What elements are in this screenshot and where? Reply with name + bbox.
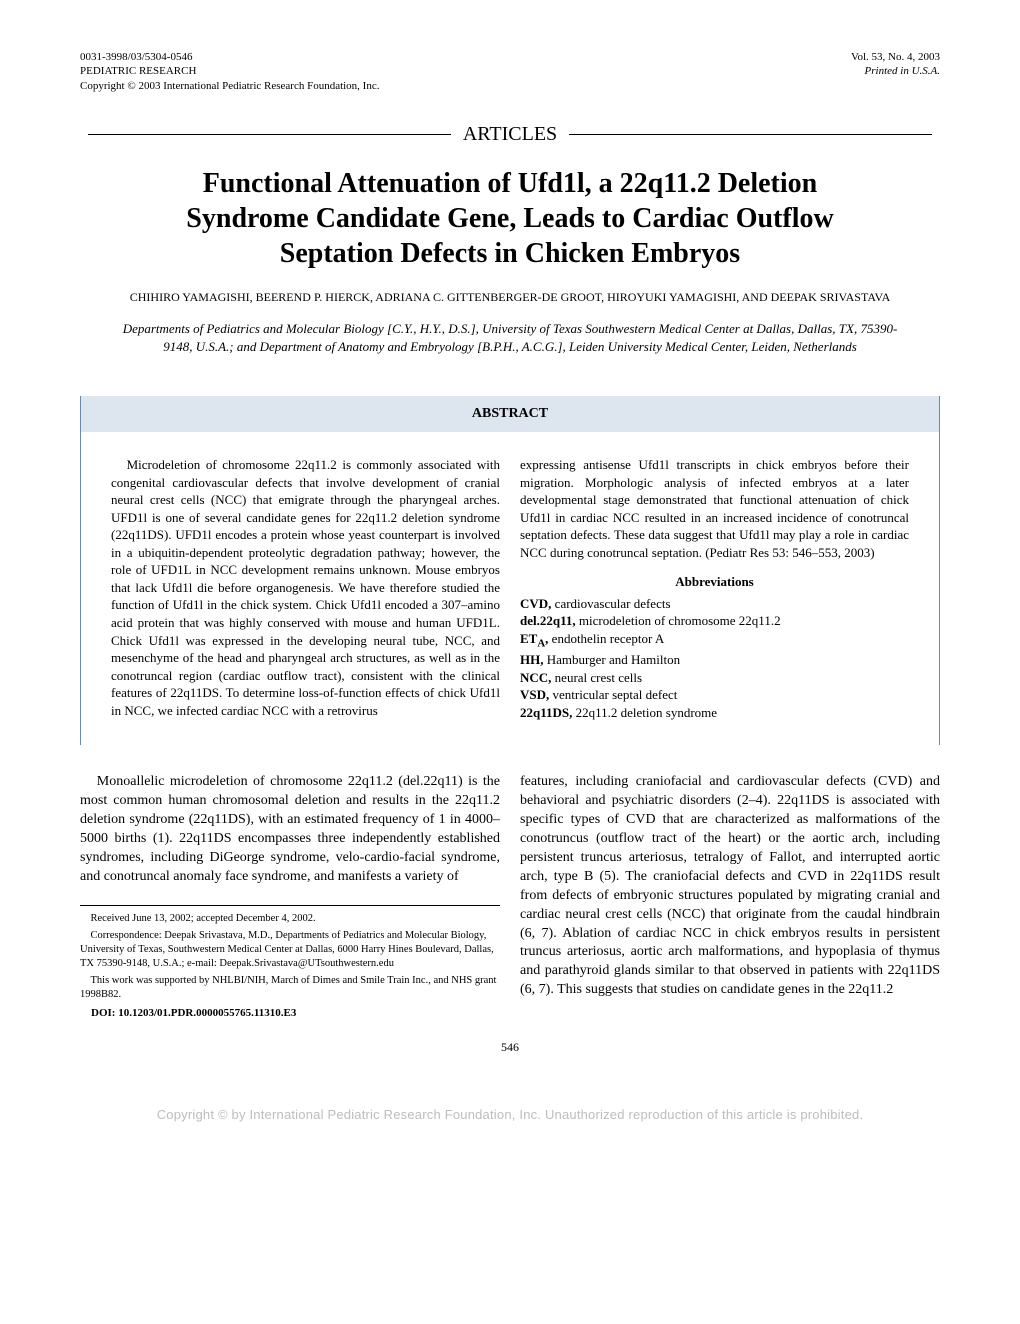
affiliations: Departments of Pediatrics and Molecular … [120, 320, 900, 356]
abbrev-item: HH, Hamburger and Hamilton [520, 651, 909, 669]
volume-issue: Vol. 53, No. 4, 2003 [851, 50, 940, 64]
abstract-left-col: Microdeletion of chromosome 22q11.2 is c… [111, 456, 500, 721]
body-columns: Monoallelic microdeletion of chromosome … [80, 773, 940, 1023]
issn-line: 0031-3998/03/5304-0546 [80, 50, 379, 64]
abbrev-item: ETA, endothelin receptor A [520, 630, 909, 651]
abstract-left-text: Microdeletion of chromosome 22q11.2 is c… [111, 456, 500, 719]
footnote-correspondence: Correspondence: Deepak Srivastava, M.D.,… [80, 929, 500, 970]
article-title: Functional Attenuation of Ufd1l, a 22q11… [140, 166, 880, 271]
abstract-box: ABSTRACT Microdeletion of chromosome 22q… [80, 396, 940, 745]
abbreviations-heading: Abbreviations [520, 573, 909, 591]
abbrev-item: NCC, neural crest cells [520, 669, 909, 687]
section-label: ARTICLES [459, 123, 561, 146]
copyright-line: Copyright © 2003 International Pediatric… [80, 79, 379, 93]
journal-name: PEDIATRIC RESEARCH [80, 64, 379, 78]
footnote-received: Received June 13, 2002; accepted Decembe… [80, 912, 500, 926]
abstract-right-text: expressing antisense Ufd1l transcripts i… [520, 456, 909, 561]
header-right: Vol. 53, No. 4, 2003 Printed in U.S.A. [851, 50, 940, 93]
header-left: 0031-3998/03/5304-0546 PEDIATRIC RESEARC… [80, 50, 379, 93]
body-left-col: Monoallelic microdeletion of chromosome … [80, 773, 500, 1023]
authors: CHIHIRO YAMAGISHI, BEEREND P. HIERCK, AD… [80, 289, 940, 306]
body-left-para: Monoallelic microdeletion of chromosome … [80, 773, 500, 886]
abbreviations-list: CVD, cardiovascular defects del.22q11, m… [520, 595, 909, 721]
body-right-col: features, including craniofacial and car… [520, 773, 940, 1023]
page: 0031-3998/03/5304-0546 PEDIATRIC RESEARC… [0, 0, 1020, 1085]
body-right-para: features, including craniofacial and car… [520, 773, 940, 1000]
section-label-row: ARTICLES [80, 123, 940, 146]
abstract-right-col: expressing antisense Ufd1l transcripts i… [520, 456, 909, 721]
running-header: 0031-3998/03/5304-0546 PEDIATRIC RESEARC… [80, 50, 940, 93]
abbrev-item: del.22q11, microdeletion of chromosome 2… [520, 612, 909, 630]
abbrev-item: VSD, ventricular septal defect [520, 686, 909, 704]
abbrev-item: 22q11DS, 22q11.2 deletion syndrome [520, 704, 909, 722]
footnotes: Received June 13, 2002; accepted Decembe… [80, 905, 500, 1020]
copyright-watermark: Copyright © by International Pediatric R… [0, 1107, 1020, 1122]
rule-left [88, 134, 451, 135]
abstract-columns: Microdeletion of chromosome 22q11.2 is c… [111, 456, 909, 721]
abstract-heading: ABSTRACT [81, 396, 939, 432]
rule-right [569, 134, 932, 135]
abbrev-item: CVD, cardiovascular defects [520, 595, 909, 613]
printed-in: Printed in U.S.A. [851, 64, 940, 78]
page-number: 546 [80, 1040, 940, 1055]
footnote-funding: This work was supported by NHLBI/NIH, Ma… [80, 974, 500, 1001]
doi: DOI: 10.1203/01.PDR.0000055765.11310.E3 [80, 1006, 500, 1020]
